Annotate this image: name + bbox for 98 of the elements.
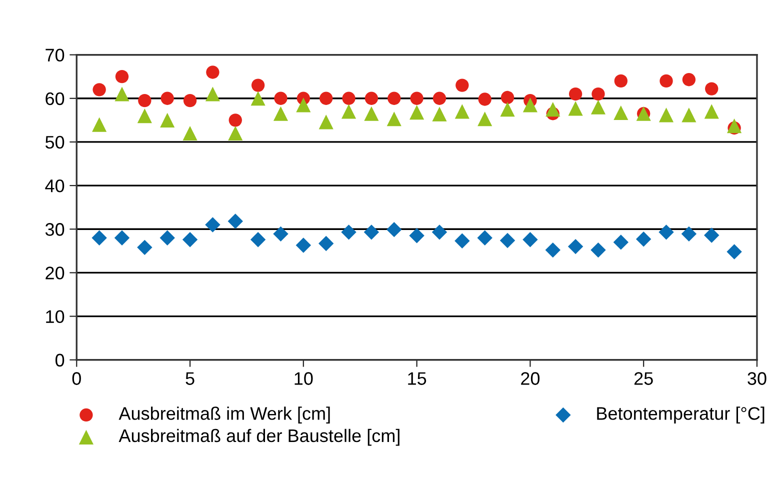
- point: [273, 226, 288, 242]
- point: [636, 232, 652, 247]
- point: [183, 94, 197, 108]
- point: [160, 112, 175, 128]
- point: [364, 106, 379, 121]
- x-tick-label: 20: [521, 372, 540, 385]
- legend-label: Betontemperatur [°C]: [597, 406, 764, 424]
- point: [92, 83, 106, 96]
- point: [137, 108, 152, 124]
- point: [206, 66, 220, 79]
- point: [320, 92, 333, 105]
- point: [545, 242, 560, 258]
- point: [522, 232, 538, 248]
- point: [614, 105, 628, 120]
- point: [228, 126, 243, 141]
- point: [138, 94, 152, 108]
- point: [410, 92, 424, 105]
- point: [92, 117, 107, 132]
- point: [160, 230, 175, 246]
- point: [114, 86, 130, 102]
- point: [590, 100, 606, 114]
- point: [205, 86, 220, 102]
- point: [658, 108, 674, 122]
- point: [205, 217, 220, 232]
- point: [228, 214, 243, 229]
- point: [432, 106, 447, 122]
- point: [341, 224, 356, 240]
- point: [613, 234, 629, 250]
- point: [704, 104, 719, 119]
- point: [500, 102, 515, 117]
- point: [456, 78, 469, 92]
- point: [568, 87, 582, 101]
- x-tick-label: 15: [408, 372, 426, 385]
- point: [318, 114, 334, 130]
- y-tick-label: 40: [45, 179, 64, 192]
- point: [590, 242, 606, 258]
- point: [522, 98, 538, 112]
- point: [454, 233, 470, 248]
- point: [726, 244, 742, 260]
- point: [114, 230, 130, 246]
- point: [682, 108, 696, 122]
- point: [388, 92, 401, 105]
- point: [341, 104, 356, 119]
- point: [274, 92, 288, 105]
- point: [432, 224, 448, 240]
- y-tick-label: 0: [55, 354, 64, 367]
- point: [182, 232, 198, 248]
- y-tick-label: 30: [45, 223, 64, 236]
- point: [250, 232, 266, 248]
- point: [454, 104, 470, 119]
- point: [500, 90, 514, 104]
- point: [296, 238, 312, 253]
- point: [182, 126, 198, 141]
- x-tick-label: 5: [186, 372, 194, 385]
- point: [273, 106, 288, 121]
- point: [250, 91, 266, 106]
- point: [592, 87, 605, 101]
- point: [386, 222, 402, 238]
- y-tick-label: 50: [45, 136, 64, 149]
- point: [658, 224, 674, 240]
- point: [705, 82, 718, 96]
- point: [386, 112, 402, 126]
- point: [296, 98, 311, 112]
- point: [546, 102, 560, 117]
- point: [704, 228, 720, 243]
- point: [137, 240, 152, 256]
- x-tick-label: 30: [748, 372, 766, 385]
- y-tick-label: 20: [46, 266, 64, 280]
- point: [478, 92, 492, 106]
- point: [115, 70, 129, 84]
- point: [228, 114, 242, 127]
- point: [92, 230, 107, 246]
- x-tick-label: 10: [294, 372, 313, 385]
- point: [364, 92, 378, 105]
- point: [478, 112, 492, 126]
- point: [364, 224, 380, 240]
- legend-label: Ausbreitmaß im Werk [cm]: [118, 406, 330, 424]
- point: [568, 101, 583, 116]
- x-tick-label: 25: [634, 372, 653, 385]
- point: [660, 74, 673, 88]
- point: [160, 92, 174, 105]
- point: [500, 232, 516, 248]
- point: [251, 78, 265, 92]
- legend-label: Ausbreitmaß auf der Baustelle [cm]: [118, 428, 400, 446]
- point: [342, 92, 356, 105]
- y-tick-label: 70: [46, 48, 64, 62]
- x-tick-label: 0: [72, 372, 81, 385]
- point: [614, 74, 628, 88]
- point: [568, 238, 584, 254]
- point: [410, 105, 424, 120]
- point: [682, 73, 696, 86]
- y-tick-label: 60: [46, 92, 64, 106]
- point: [409, 228, 424, 244]
- point: [432, 92, 446, 105]
- point: [477, 230, 492, 246]
- point: [681, 226, 697, 242]
- point: [318, 236, 334, 252]
- y-tick-label: 10: [46, 310, 64, 324]
